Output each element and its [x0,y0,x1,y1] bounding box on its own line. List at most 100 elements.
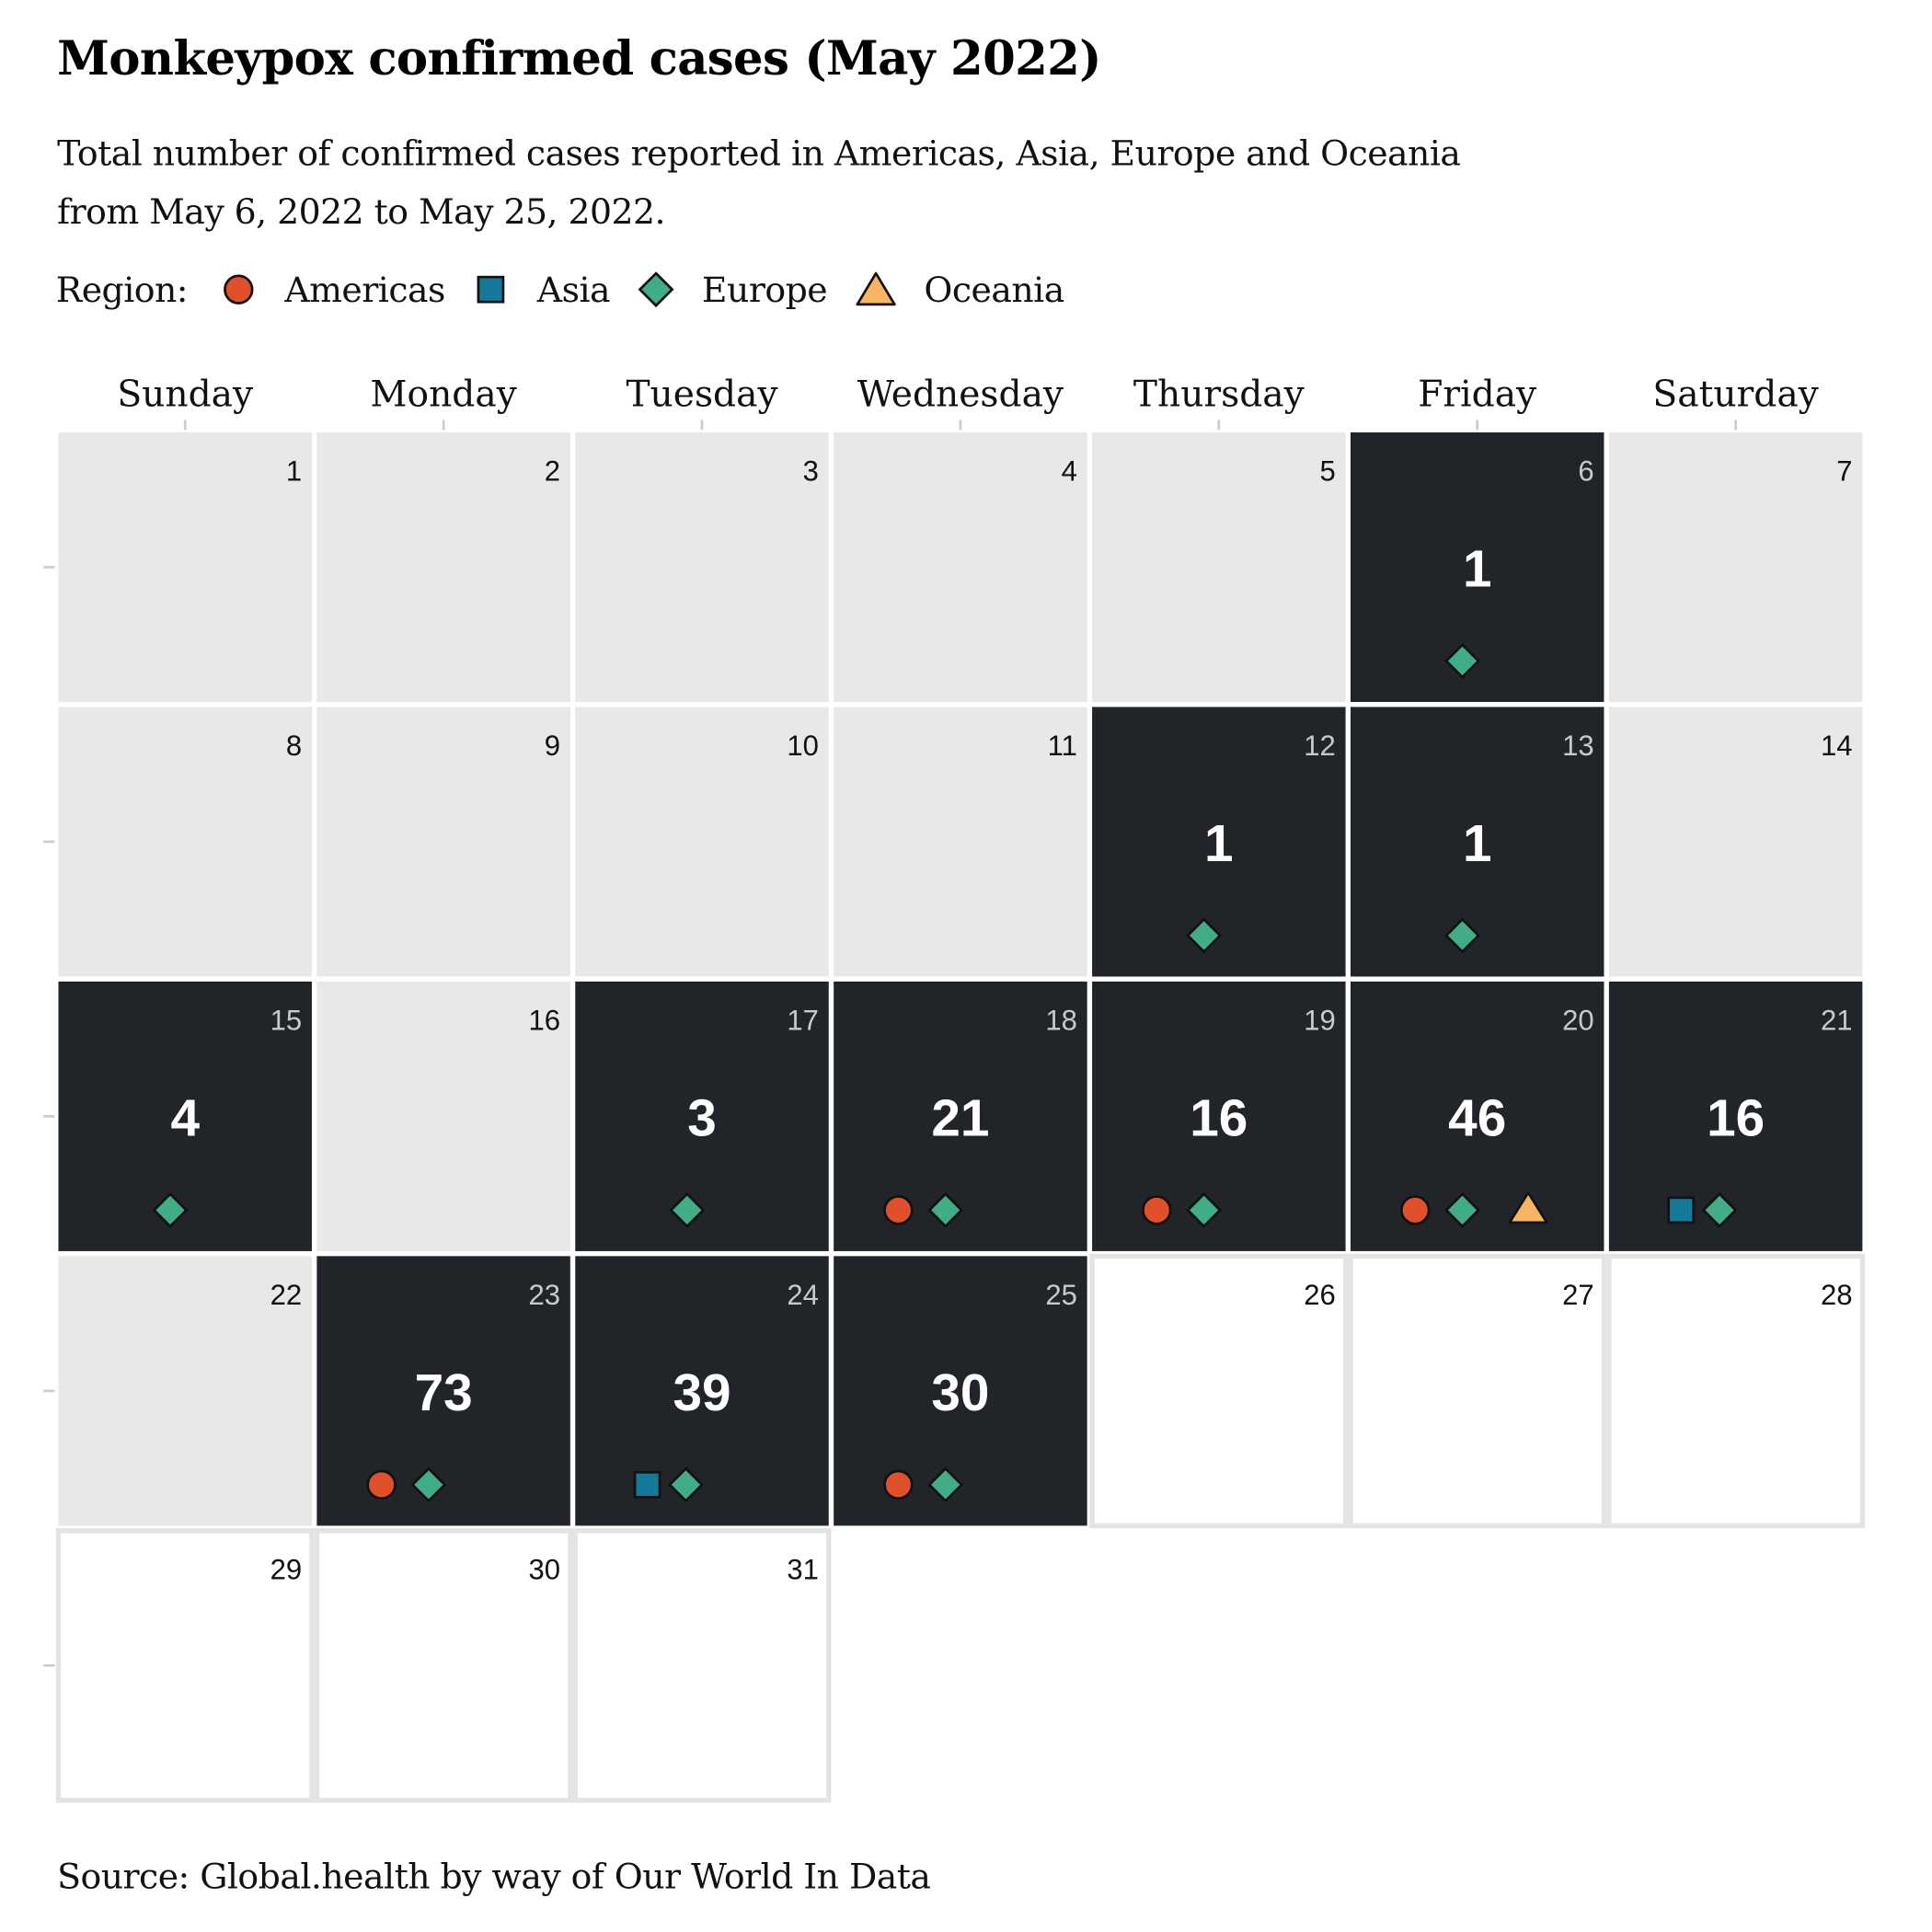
region-marker-asia [1667,1196,1696,1225]
subtitle-line-1: Total number of confirmed cases reported… [57,132,1461,175]
day-cell-bg [1350,707,1604,977]
day-number: 3 [803,455,819,488]
region-marker-europe [667,1466,704,1503]
day-cell-31: 31 [572,1528,832,1803]
region-marker-europe [410,1466,447,1503]
day-number: 29 [270,1553,303,1585]
day-cell-28: 28 [1606,1253,1866,1529]
day-number: 26 [1304,1279,1336,1311]
legend-marker-americas [224,274,254,305]
case-count: 46 [1448,1089,1506,1147]
day-cell-13: 13 1 [1350,707,1604,977]
day-number: 21 [1821,1005,1853,1037]
case-count: 16 [1190,1089,1248,1147]
legend-marker-oceania [856,271,896,306]
day-number: 11 [1048,730,1077,762]
day-cell-10: 10 [575,707,829,977]
region-marker-europe [152,1191,189,1228]
case-count: 1 [1463,815,1492,873]
day-cell-bg [1089,1253,1349,1529]
legend: Region: Americas Asia Europe Oceania [56,261,1092,318]
day-number: 19 [1304,1005,1336,1037]
case-count: 30 [931,1364,989,1422]
day-number: 31 [787,1553,819,1585]
case-count: 3 [687,1089,717,1147]
day-cell-30: 30 [314,1528,573,1803]
legend-item-oceania: Oceania [855,269,1064,310]
day-cell-bg [575,431,829,703]
day-number: 14 [1821,730,1853,762]
day-number: 17 [787,1005,819,1037]
day-cell-bg [834,981,1087,1251]
day-cell-bg [58,1256,312,1526]
day-cell-bg [575,981,829,1251]
region-marker-europe [1186,917,1223,954]
region-marker-europe [1444,917,1480,954]
day-number: 1 [286,455,302,488]
day-cell-6: 61 [1350,431,1604,703]
region-marker-asia [633,1470,661,1499]
day-cell-11: 11 [834,707,1087,977]
case-count: 1 [1204,815,1234,873]
case-count: 1 [1463,540,1492,598]
day-cell-2: 2 [316,431,570,703]
region-marker-europe [1701,1191,1738,1228]
day-cell-bg [575,707,829,977]
case-count: 21 [931,1089,989,1147]
region-marker-oceania [1508,1191,1548,1225]
day-cell-bg [572,1528,832,1803]
day-cell-bg [55,1528,315,1803]
day-cell-bg [316,1256,570,1526]
day-cell-bg [58,431,312,703]
day-number: 5 [1319,455,1335,488]
day-cell-4: 4 [834,431,1087,703]
day-cell-22: 22 [58,1256,312,1526]
day-number: 12 [1304,730,1336,762]
chart-title: Monkeypox confirmed cases (May 2022) [57,29,1101,86]
square-icon [477,275,505,304]
day-number: 8 [286,730,302,762]
day-cell-3: 3 [575,431,829,703]
day-number: 22 [270,1279,303,1311]
day-cell-16: 16 [316,981,570,1251]
day-cell-bg [1092,431,1346,703]
day-number: 23 [529,1279,561,1311]
day-cell-bg [1092,981,1346,1251]
day-cell-bg [1350,431,1604,703]
legend-marker-asia [477,275,505,304]
day-cell-27: 27 [1348,1253,1607,1529]
case-count: 4 [170,1089,200,1147]
day-cell-bg [1608,431,1863,703]
region-marker-americas [883,1195,914,1225]
day-number: 4 [1062,455,1077,488]
day-cell-12: 12 1 [1092,707,1346,977]
day-number: 15 [270,1005,303,1037]
day-number: 30 [529,1553,561,1585]
weekday-label-monday: Monday [370,374,516,416]
legend-marker-europe [638,271,674,308]
day-cell-bg [1608,707,1863,977]
day-number: 16 [529,1005,561,1037]
legend-text-asia: Asia [536,269,611,310]
day-cell-23: 23 73 [316,1256,570,1526]
weekday-label-tuesday: Tuesday [626,374,777,416]
legend-item-asia: Asia [473,269,611,310]
day-cell-9: 9 [316,707,570,977]
day-number: 10 [787,730,819,762]
day-cell-bg [316,431,570,703]
weekday-label-thursday: Thursday [1133,374,1305,416]
region-marker-europe [927,1191,964,1228]
region-marker-europe [1444,642,1480,679]
day-cell-29: 29 [55,1528,315,1803]
day-cell-bg [314,1528,573,1803]
day-cell-bg [316,707,570,977]
case-count: 73 [415,1364,473,1422]
legend-item-europe: Europe [638,269,828,310]
day-cell-bg [1348,1253,1607,1529]
region-marker-americas [883,1469,914,1501]
day-cell-bg [834,1256,1087,1526]
